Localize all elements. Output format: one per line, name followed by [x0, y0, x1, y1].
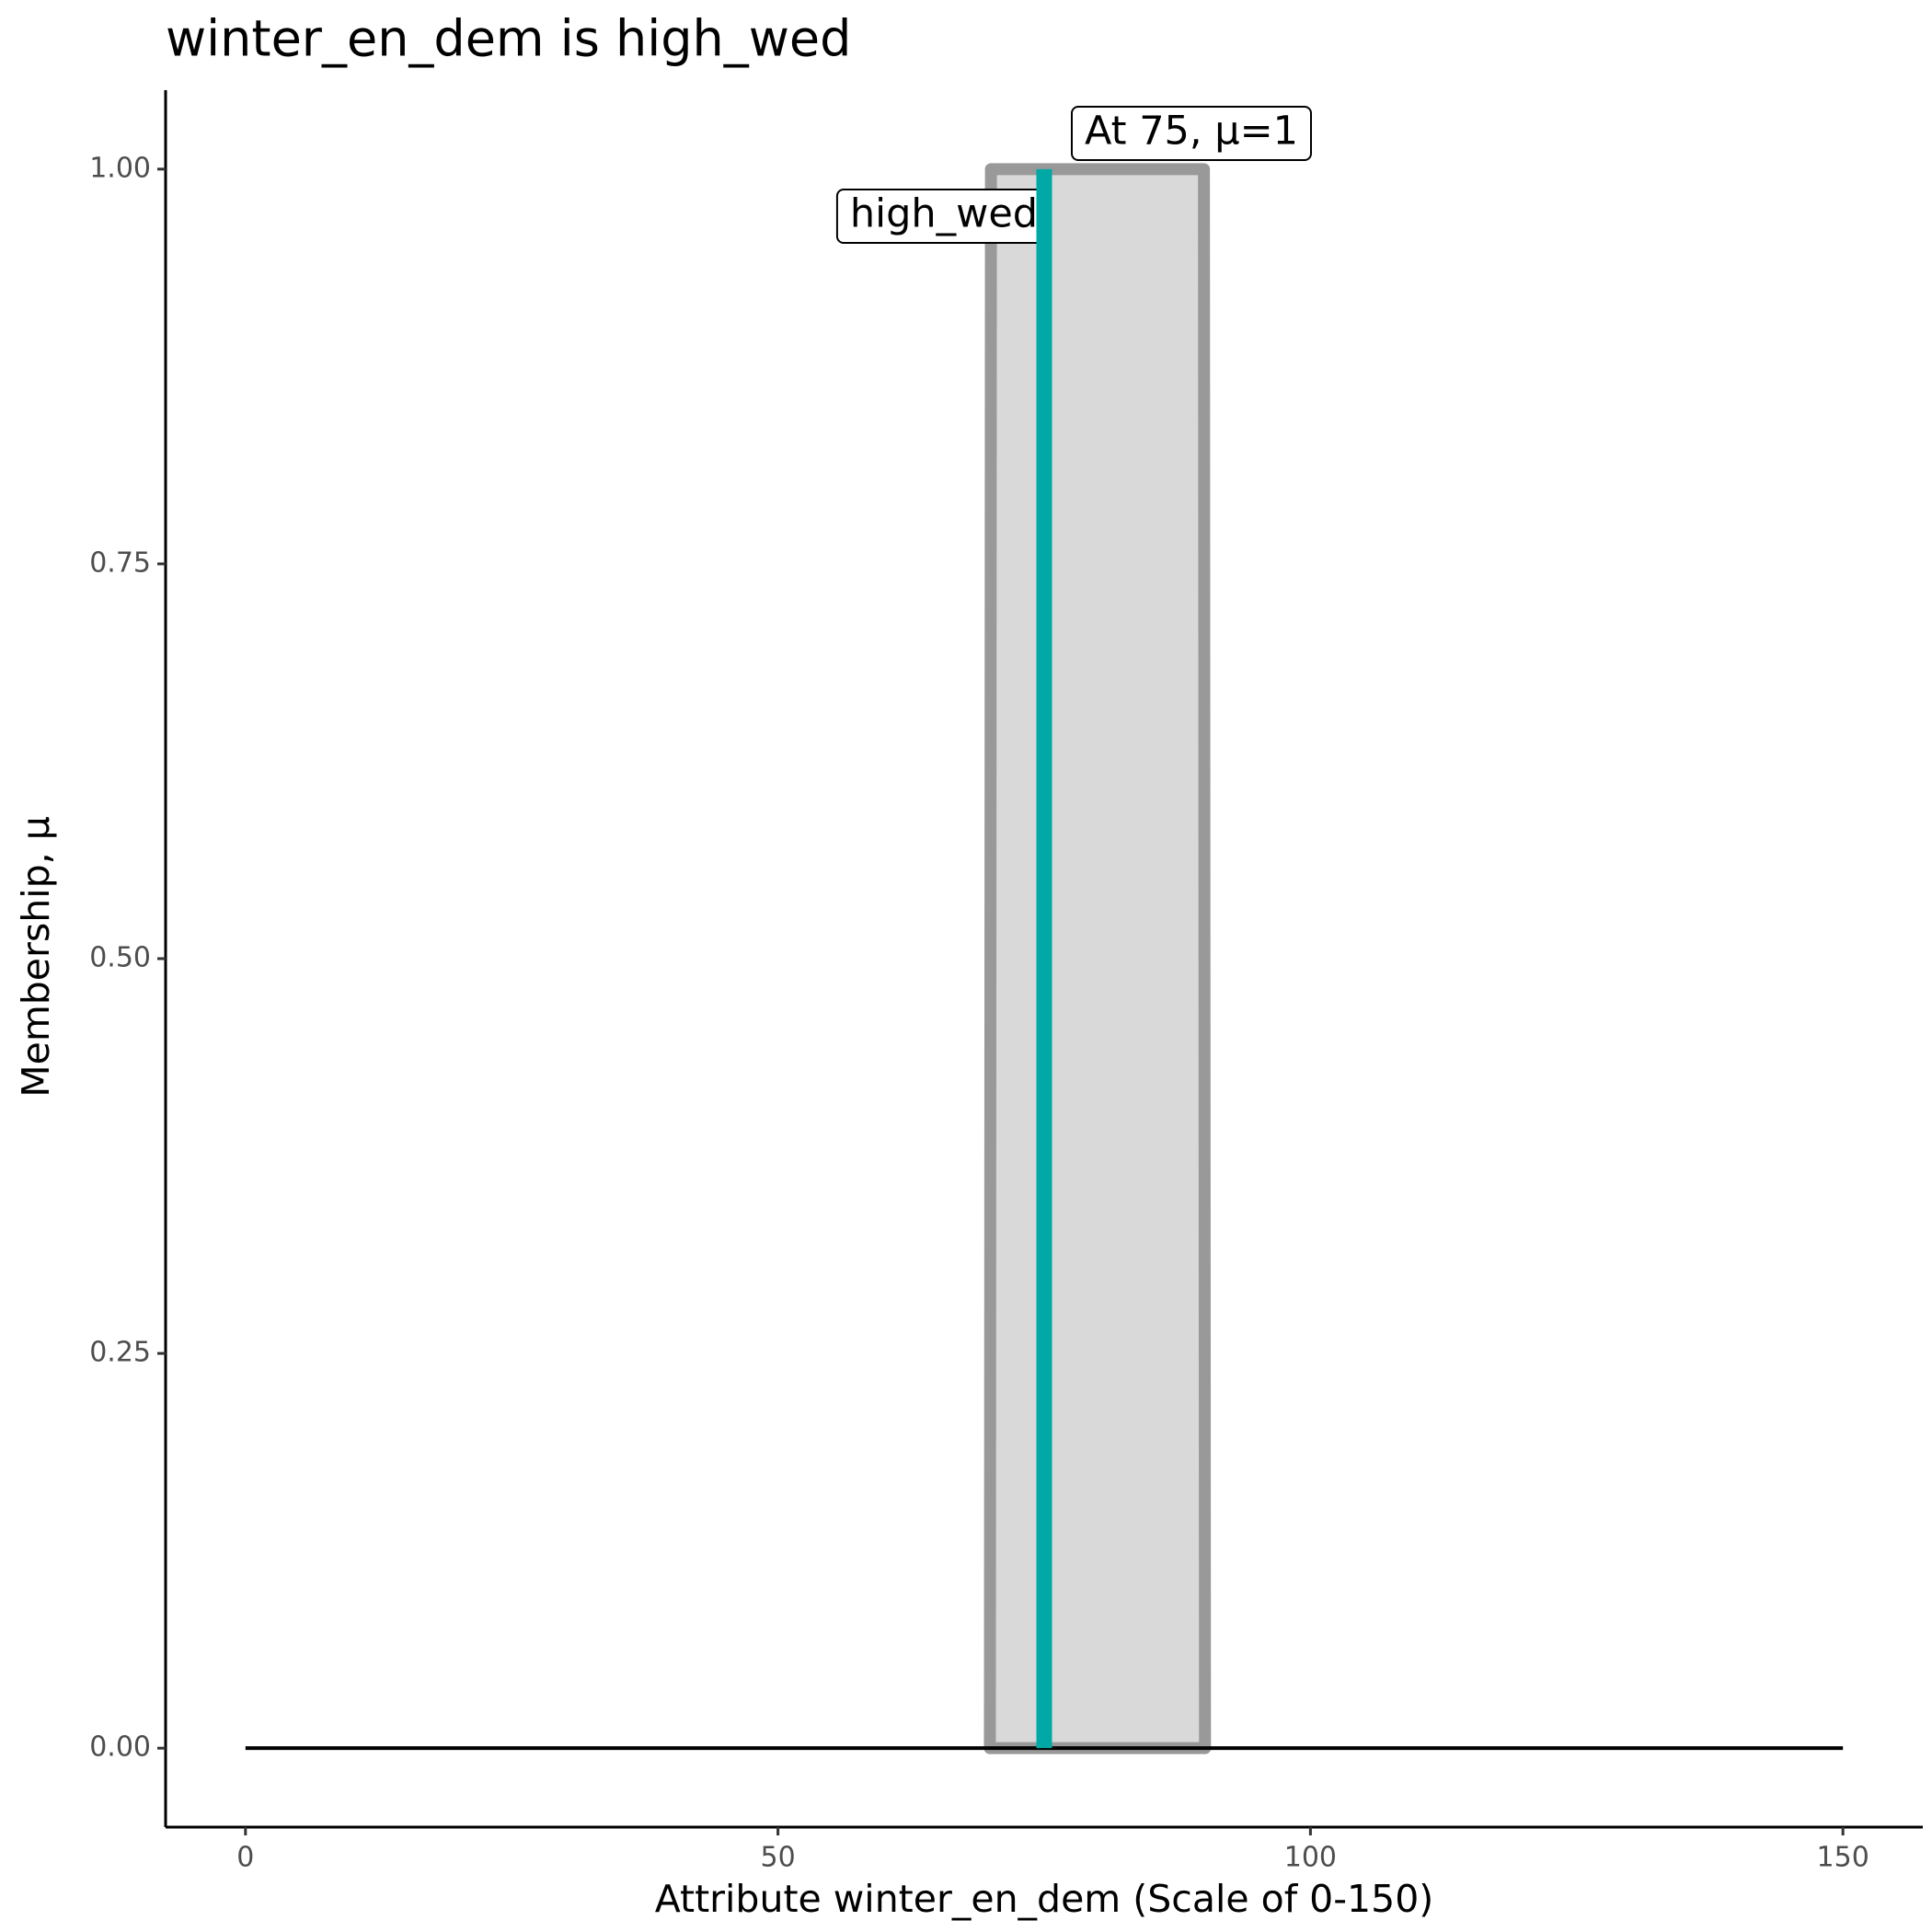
chart-title: winter_en_dem is high_wed — [166, 10, 851, 68]
y-axis-title: Membership, μ — [14, 816, 58, 1098]
x-tick-label: 0 — [236, 1842, 254, 1874]
annotation: At 75, μ=1 — [1085, 109, 1298, 155]
y-tick-label: 0.00 — [89, 1731, 151, 1764]
membership-area — [983, 163, 1212, 1754]
annotation: high_wed — [850, 191, 1038, 237]
y-tick-label: 1.00 — [89, 152, 151, 184]
x-tick-label: 50 — [761, 1842, 796, 1874]
y-tick-label: 0.75 — [89, 546, 151, 579]
x-tick-label: 100 — [1284, 1842, 1337, 1874]
x-axis-title: Attribute winter_en_dem (Scale of 0-150) — [655, 1877, 1434, 1921]
annotation-box — [1071, 106, 1312, 161]
y-tick-label: 0.25 — [89, 1337, 151, 1369]
y-tick-label: 0.50 — [89, 942, 151, 974]
x-tick-label: 150 — [1817, 1842, 1869, 1874]
